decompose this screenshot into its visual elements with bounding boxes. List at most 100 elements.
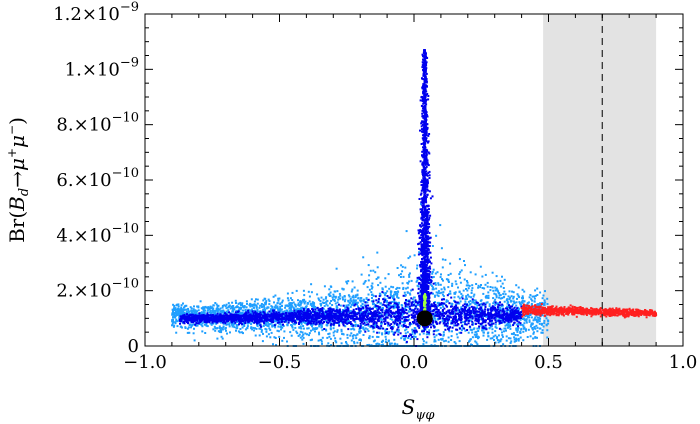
scatter-point [221, 304, 224, 307]
scatter-point [250, 326, 253, 329]
scatter-point [504, 313, 507, 316]
scatter-point [360, 273, 363, 276]
scatter-point [301, 338, 304, 341]
scatter-point [334, 302, 337, 305]
scatter-point [404, 266, 407, 269]
scatter-point [175, 312, 178, 315]
scatter-point [444, 339, 447, 342]
scatter-point [384, 328, 387, 331]
scatter-point [499, 279, 502, 282]
scatter-point [327, 293, 330, 296]
scatter-point [301, 335, 304, 338]
scatter-point [180, 310, 182, 312]
scatter-point [307, 327, 310, 330]
scatter-point [497, 334, 500, 337]
scatter-point [262, 299, 265, 302]
scatter-point [437, 283, 440, 286]
scatter-point [352, 316, 355, 319]
scatter-point [439, 321, 442, 324]
scatter-point [402, 288, 405, 290]
scatter-point [495, 317, 498, 319]
scatter-point [351, 288, 354, 291]
scatter-point [433, 295, 436, 298]
scatter-point [331, 320, 334, 323]
scatter-point [439, 283, 442, 286]
scatter-point [468, 312, 471, 314]
scatter-point [382, 291, 385, 294]
scatter-point [474, 303, 477, 306]
scatter-point [473, 333, 476, 336]
scatter-point [426, 330, 429, 333]
scatter-point [511, 312, 514, 314]
scatter-point [505, 329, 507, 332]
scatter-point [483, 287, 486, 290]
scatter-point [516, 293, 519, 296]
scatter-point [447, 336, 450, 339]
scatter-point [480, 284, 482, 286]
scatter-point [407, 257, 410, 260]
scatter-point [492, 289, 495, 292]
scatter-point [320, 324, 323, 327]
scatter-point [235, 302, 237, 304]
scatter-point [185, 310, 188, 313]
scatter-point [274, 294, 277, 297]
scatter-point [386, 300, 388, 303]
scatter-point [486, 313, 489, 316]
scatter-point [457, 286, 459, 289]
scatter-point [242, 321, 245, 324]
scatter-point [442, 331, 445, 334]
scatter-point [271, 306, 274, 309]
scatter-point [357, 317, 359, 320]
scatter-point [434, 319, 437, 322]
scatter-point [362, 327, 365, 330]
scatter-point [209, 322, 212, 325]
scatter-point [454, 291, 457, 294]
scatter-point [176, 320, 179, 323]
scatter-point [357, 312, 360, 315]
scatter-point [346, 322, 349, 325]
scatter-point [375, 321, 378, 324]
scatter-point [505, 307, 507, 310]
scatter-point [377, 299, 380, 302]
scatter-point [377, 284, 380, 287]
scatter-point [486, 301, 489, 304]
scatter-point [388, 313, 391, 316]
scatter-point [353, 340, 356, 343]
scatter-point [190, 311, 193, 314]
scatter-point [402, 323, 405, 326]
scatter-point [460, 312, 463, 315]
scatter-point [406, 305, 409, 308]
scatter-point [371, 307, 374, 310]
scatter-point [504, 327, 507, 330]
scatter-point [346, 282, 349, 285]
scatter-point [381, 287, 384, 290]
scatter-point [478, 310, 481, 313]
scatter-point [479, 318, 482, 321]
scatter-point [507, 316, 510, 319]
scatter-point [280, 328, 282, 331]
scatter-point [359, 299, 362, 302]
scatter-point [418, 301, 421, 303]
scatter-point [488, 315, 491, 318]
scatter-point [177, 305, 180, 308]
scatter-point [384, 285, 387, 288]
scatter-point [480, 308, 483, 311]
scatter-point [301, 310, 304, 313]
scatter-point [442, 333, 445, 336]
scatter-point [353, 342, 356, 345]
scatter-point [249, 311, 252, 314]
scatter-point [515, 329, 518, 332]
scatter-point [239, 301, 242, 304]
scatter-point [440, 338, 443, 341]
scatter-point [312, 327, 315, 330]
scatter-point [251, 328, 254, 331]
scatter-point [249, 305, 252, 308]
scatter-point [407, 282, 410, 285]
scatter-point [258, 319, 261, 322]
scatter-point [234, 311, 237, 314]
scatter-point [507, 337, 510, 340]
scatter-point [275, 312, 278, 315]
scatter-point [428, 303, 431, 306]
scatter-point [311, 325, 313, 328]
scatter-point [470, 329, 473, 331]
